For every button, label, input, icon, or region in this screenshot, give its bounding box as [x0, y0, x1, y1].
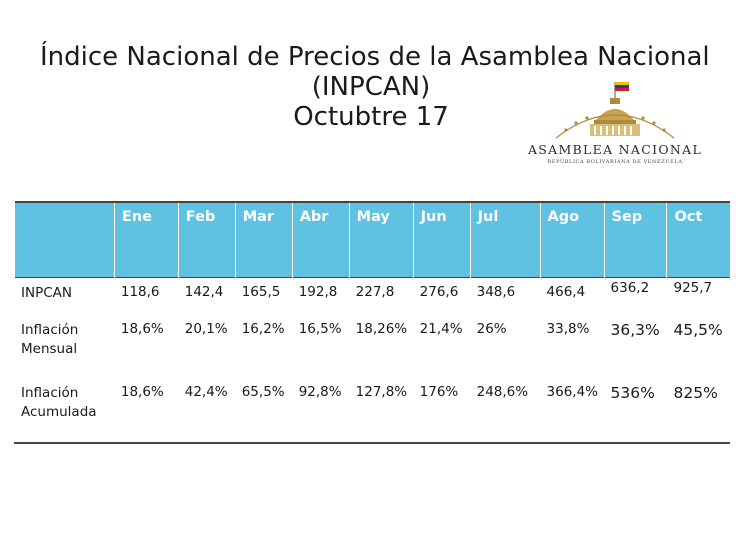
logo-name: ASAMBLEA NACIONAL [527, 142, 703, 157]
title-line-1: Índice Nacional de Precios de la Asamble… [40, 42, 710, 72]
table-cell: 16,5% [291, 314, 350, 377]
row-label: Inflación Acumulada [14, 377, 115, 443]
header-month: Abr [291, 201, 350, 278]
header-month: Sep [603, 201, 667, 278]
table-cell: 227,8 [348, 277, 414, 314]
logo-subtitle: REPÚBLICA BOLIVARIANA DE VENEZUELA [547, 159, 683, 165]
table-cell: 165,5 [234, 277, 293, 314]
capitol-dome-icon [555, 82, 675, 139]
table-cell: 18,6% [113, 314, 179, 377]
row-label-line: Mensual [21, 341, 78, 357]
table-cell: 65,5% [234, 377, 293, 443]
table-cell: 248,6% [469, 377, 541, 443]
table-cell: 21,4% [412, 314, 471, 377]
table-cell: 36,3% [603, 314, 667, 377]
table-row: Inflación Acumulada 18,6% 42,4% 65,5% 92,… [14, 377, 730, 443]
table-row: INPCAN 118,6 142,4 165,5 192,8 227,8 276… [14, 277, 730, 314]
header-empty [14, 201, 115, 278]
row-label: INPCAN [14, 277, 115, 314]
table-cell: 92,8% [291, 377, 350, 443]
table-cell: 20,1% [177, 314, 236, 377]
row-label-line: Inflación [21, 385, 79, 401]
table-cell: 33,8% [539, 314, 605, 377]
inpcan-table: Ene Feb Mar Abr May Jun Jul Ago Sep Oct … [14, 201, 730, 444]
table-cell: 925,7 [666, 277, 730, 314]
header-month: Ago [539, 201, 605, 278]
header-month: Mar [234, 201, 293, 278]
table-row: Inflación Mensual 18,6% 20,1% 16,2% 16,5%… [14, 314, 730, 377]
table-cell: 16,2% [234, 314, 293, 377]
table-cell: 276,6 [412, 277, 471, 314]
table-cell: 366,4% [539, 377, 605, 443]
header-month: May [348, 201, 414, 278]
row-label: Inflación Mensual [14, 314, 115, 377]
table-cell: 536% [603, 377, 667, 443]
row-label-line: Inflación [21, 322, 79, 338]
table-cell: 176% [412, 377, 471, 443]
table-cell: 142,4 [177, 277, 236, 314]
table-header-row: Ene Feb Mar Abr May Jun Jul Ago Sep Oct [14, 201, 730, 278]
table-cell: 466,4 [539, 277, 605, 314]
table-cell: 825% [666, 377, 730, 443]
table-cell: 18,26% [348, 314, 414, 377]
title-line-3: Octubtre 17 [293, 102, 449, 132]
asamblea-nacional-logo: ASAMBLEA NACIONAL REPÚBLICA BOLIVARIANA … [526, 80, 704, 172]
page-title: Índice Nacional de Precios de la Asamble… [40, 42, 710, 132]
table-cell: 636,2 [603, 277, 667, 314]
table-cell: 18,6% [113, 377, 179, 443]
table-cell: 127,8% [348, 377, 414, 443]
table-cell: 192,8 [291, 277, 350, 314]
header-month: Ene [113, 201, 179, 278]
table-cell: 26% [469, 314, 541, 377]
table-cell: 42,4% [177, 377, 236, 443]
header-month: Feb [177, 201, 236, 278]
row-label-line: Acumulada [21, 404, 97, 420]
table-cell: 348,6 [469, 277, 541, 314]
title-line-2: (INPCAN) [311, 72, 431, 102]
header-month: Jun [412, 201, 471, 278]
header-month: Jul [469, 201, 541, 278]
table-cell: 118,6 [113, 277, 179, 314]
table-cell: 45,5% [666, 314, 730, 377]
header-month: Oct [666, 201, 730, 278]
